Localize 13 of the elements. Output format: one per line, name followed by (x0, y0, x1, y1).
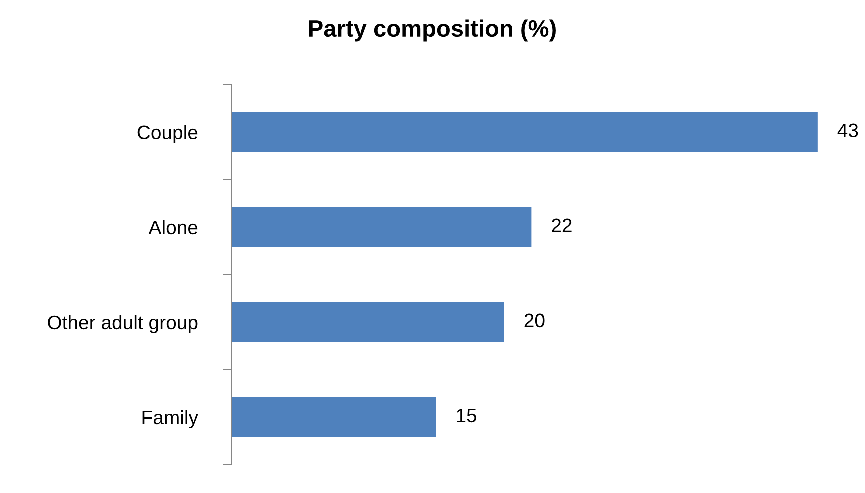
data-label: 15 (457, 409, 477, 423)
bar (232, 397, 436, 438)
y-tick-label: Other adult group (48, 315, 198, 334)
y-tick-label: Alone (148, 220, 198, 235)
data-label: 43 (838, 124, 858, 138)
bar (232, 302, 504, 342)
data-label: 22 (552, 218, 572, 232)
bar (232, 112, 818, 152)
y-tick-label: Family (142, 410, 198, 428)
chart-title: Party composition (%) (309, 20, 556, 42)
y-tick-label: Couple (138, 125, 198, 144)
bar (232, 207, 532, 248)
data-label: 20 (524, 314, 545, 328)
